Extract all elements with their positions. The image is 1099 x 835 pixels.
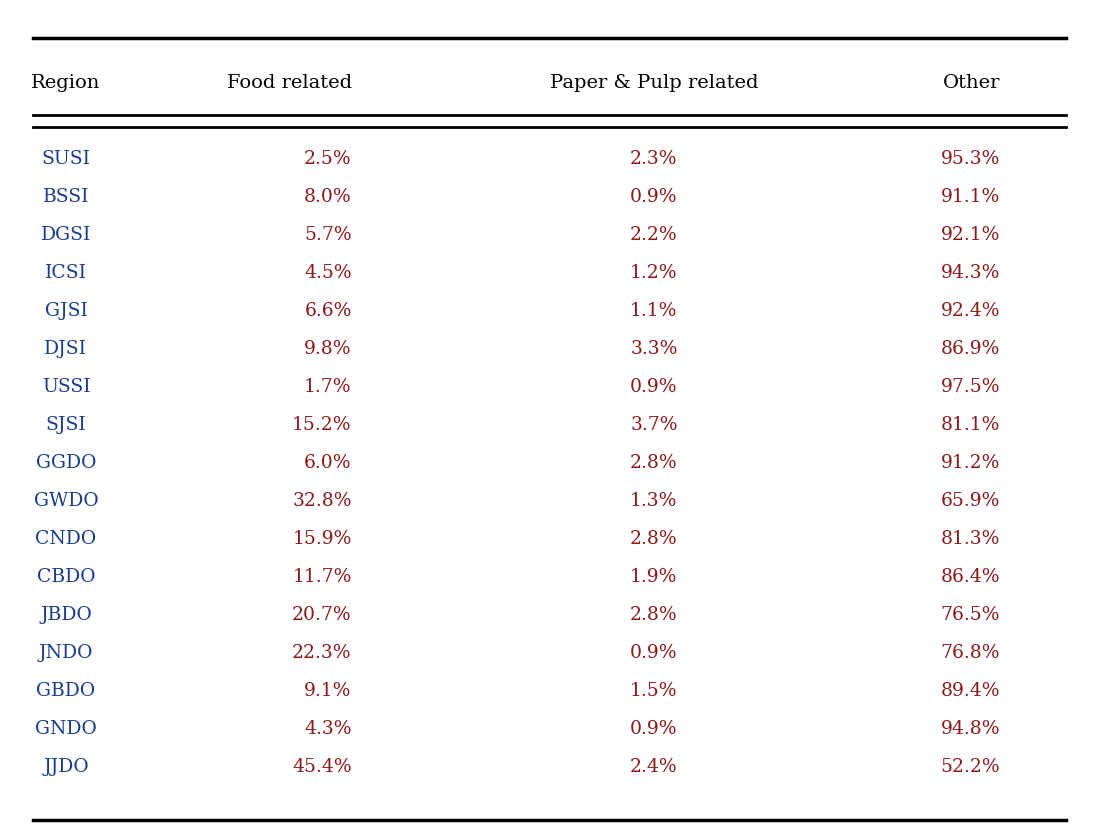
Text: 65.9%: 65.9% [941, 492, 1000, 509]
Text: 86.9%: 86.9% [941, 340, 1000, 357]
Text: Food related: Food related [226, 74, 352, 93]
Text: 91.1%: 91.1% [941, 188, 1000, 205]
Text: 2.4%: 2.4% [630, 757, 678, 776]
Text: 1.3%: 1.3% [630, 492, 678, 509]
Text: 1.9%: 1.9% [630, 568, 678, 585]
Text: CNDO: CNDO [35, 529, 97, 548]
Text: 2.2%: 2.2% [630, 225, 678, 244]
Text: 91.2%: 91.2% [941, 453, 1000, 472]
Text: 15.2%: 15.2% [292, 416, 352, 433]
Text: 2.5%: 2.5% [304, 149, 352, 168]
Text: 81.1%: 81.1% [941, 416, 1000, 433]
Text: 0.9%: 0.9% [630, 377, 678, 396]
Text: 45.4%: 45.4% [292, 757, 352, 776]
Text: 95.3%: 95.3% [941, 149, 1000, 168]
Text: 97.5%: 97.5% [941, 377, 1000, 396]
Text: 9.8%: 9.8% [304, 340, 352, 357]
Text: 32.8%: 32.8% [292, 492, 352, 509]
Text: 20.7%: 20.7% [292, 605, 352, 624]
Text: 1.7%: 1.7% [304, 377, 352, 396]
Text: 0.9%: 0.9% [630, 188, 678, 205]
Text: 6.6%: 6.6% [304, 301, 352, 320]
Text: JBDO: JBDO [40, 605, 92, 624]
Text: GBDO: GBDO [36, 681, 96, 700]
Text: 0.9%: 0.9% [630, 644, 678, 661]
Text: 5.7%: 5.7% [304, 225, 352, 244]
Text: SUSI: SUSI [42, 149, 90, 168]
Text: 1.2%: 1.2% [630, 264, 678, 281]
Text: SJSI: SJSI [45, 416, 87, 433]
Text: 81.3%: 81.3% [941, 529, 1000, 548]
Text: 92.4%: 92.4% [941, 301, 1000, 320]
Text: 4.5%: 4.5% [304, 264, 352, 281]
Text: 3.7%: 3.7% [630, 416, 678, 433]
Text: 8.0%: 8.0% [304, 188, 352, 205]
Text: 2.3%: 2.3% [630, 149, 678, 168]
Text: JJDO: JJDO [43, 757, 89, 776]
Text: 2.8%: 2.8% [630, 453, 678, 472]
Text: 15.9%: 15.9% [292, 529, 352, 548]
Text: 89.4%: 89.4% [941, 681, 1000, 700]
Text: DGSI: DGSI [41, 225, 91, 244]
Text: 3.3%: 3.3% [630, 340, 678, 357]
Text: 76.8%: 76.8% [941, 644, 1000, 661]
Text: 76.5%: 76.5% [941, 605, 1000, 624]
Text: JNDO: JNDO [38, 644, 93, 661]
Text: 94.3%: 94.3% [941, 264, 1000, 281]
Text: ICSI: ICSI [45, 264, 87, 281]
Text: 86.4%: 86.4% [941, 568, 1000, 585]
Text: Region: Region [31, 74, 101, 93]
Text: 6.0%: 6.0% [304, 453, 352, 472]
Text: 94.8%: 94.8% [941, 720, 1000, 737]
Text: DJSI: DJSI [44, 340, 88, 357]
Text: USSI: USSI [42, 377, 90, 396]
Text: 92.1%: 92.1% [941, 225, 1000, 244]
Text: 2.8%: 2.8% [630, 605, 678, 624]
Text: 1.1%: 1.1% [630, 301, 678, 320]
Text: CBDO: CBDO [36, 568, 96, 585]
Text: Other: Other [943, 74, 1000, 93]
Text: 11.7%: 11.7% [292, 568, 352, 585]
Text: GJSI: GJSI [44, 301, 88, 320]
Text: BSSI: BSSI [43, 188, 89, 205]
Text: 1.5%: 1.5% [630, 681, 678, 700]
Text: 4.3%: 4.3% [304, 720, 352, 737]
Text: 22.3%: 22.3% [292, 644, 352, 661]
Text: GGDO: GGDO [36, 453, 96, 472]
Text: Paper & Pulp related: Paper & Pulp related [550, 74, 758, 93]
Text: 9.1%: 9.1% [304, 681, 352, 700]
Text: GNDO: GNDO [35, 720, 97, 737]
Text: 52.2%: 52.2% [941, 757, 1000, 776]
Text: GWDO: GWDO [34, 492, 98, 509]
Text: 2.8%: 2.8% [630, 529, 678, 548]
Text: 0.9%: 0.9% [630, 720, 678, 737]
